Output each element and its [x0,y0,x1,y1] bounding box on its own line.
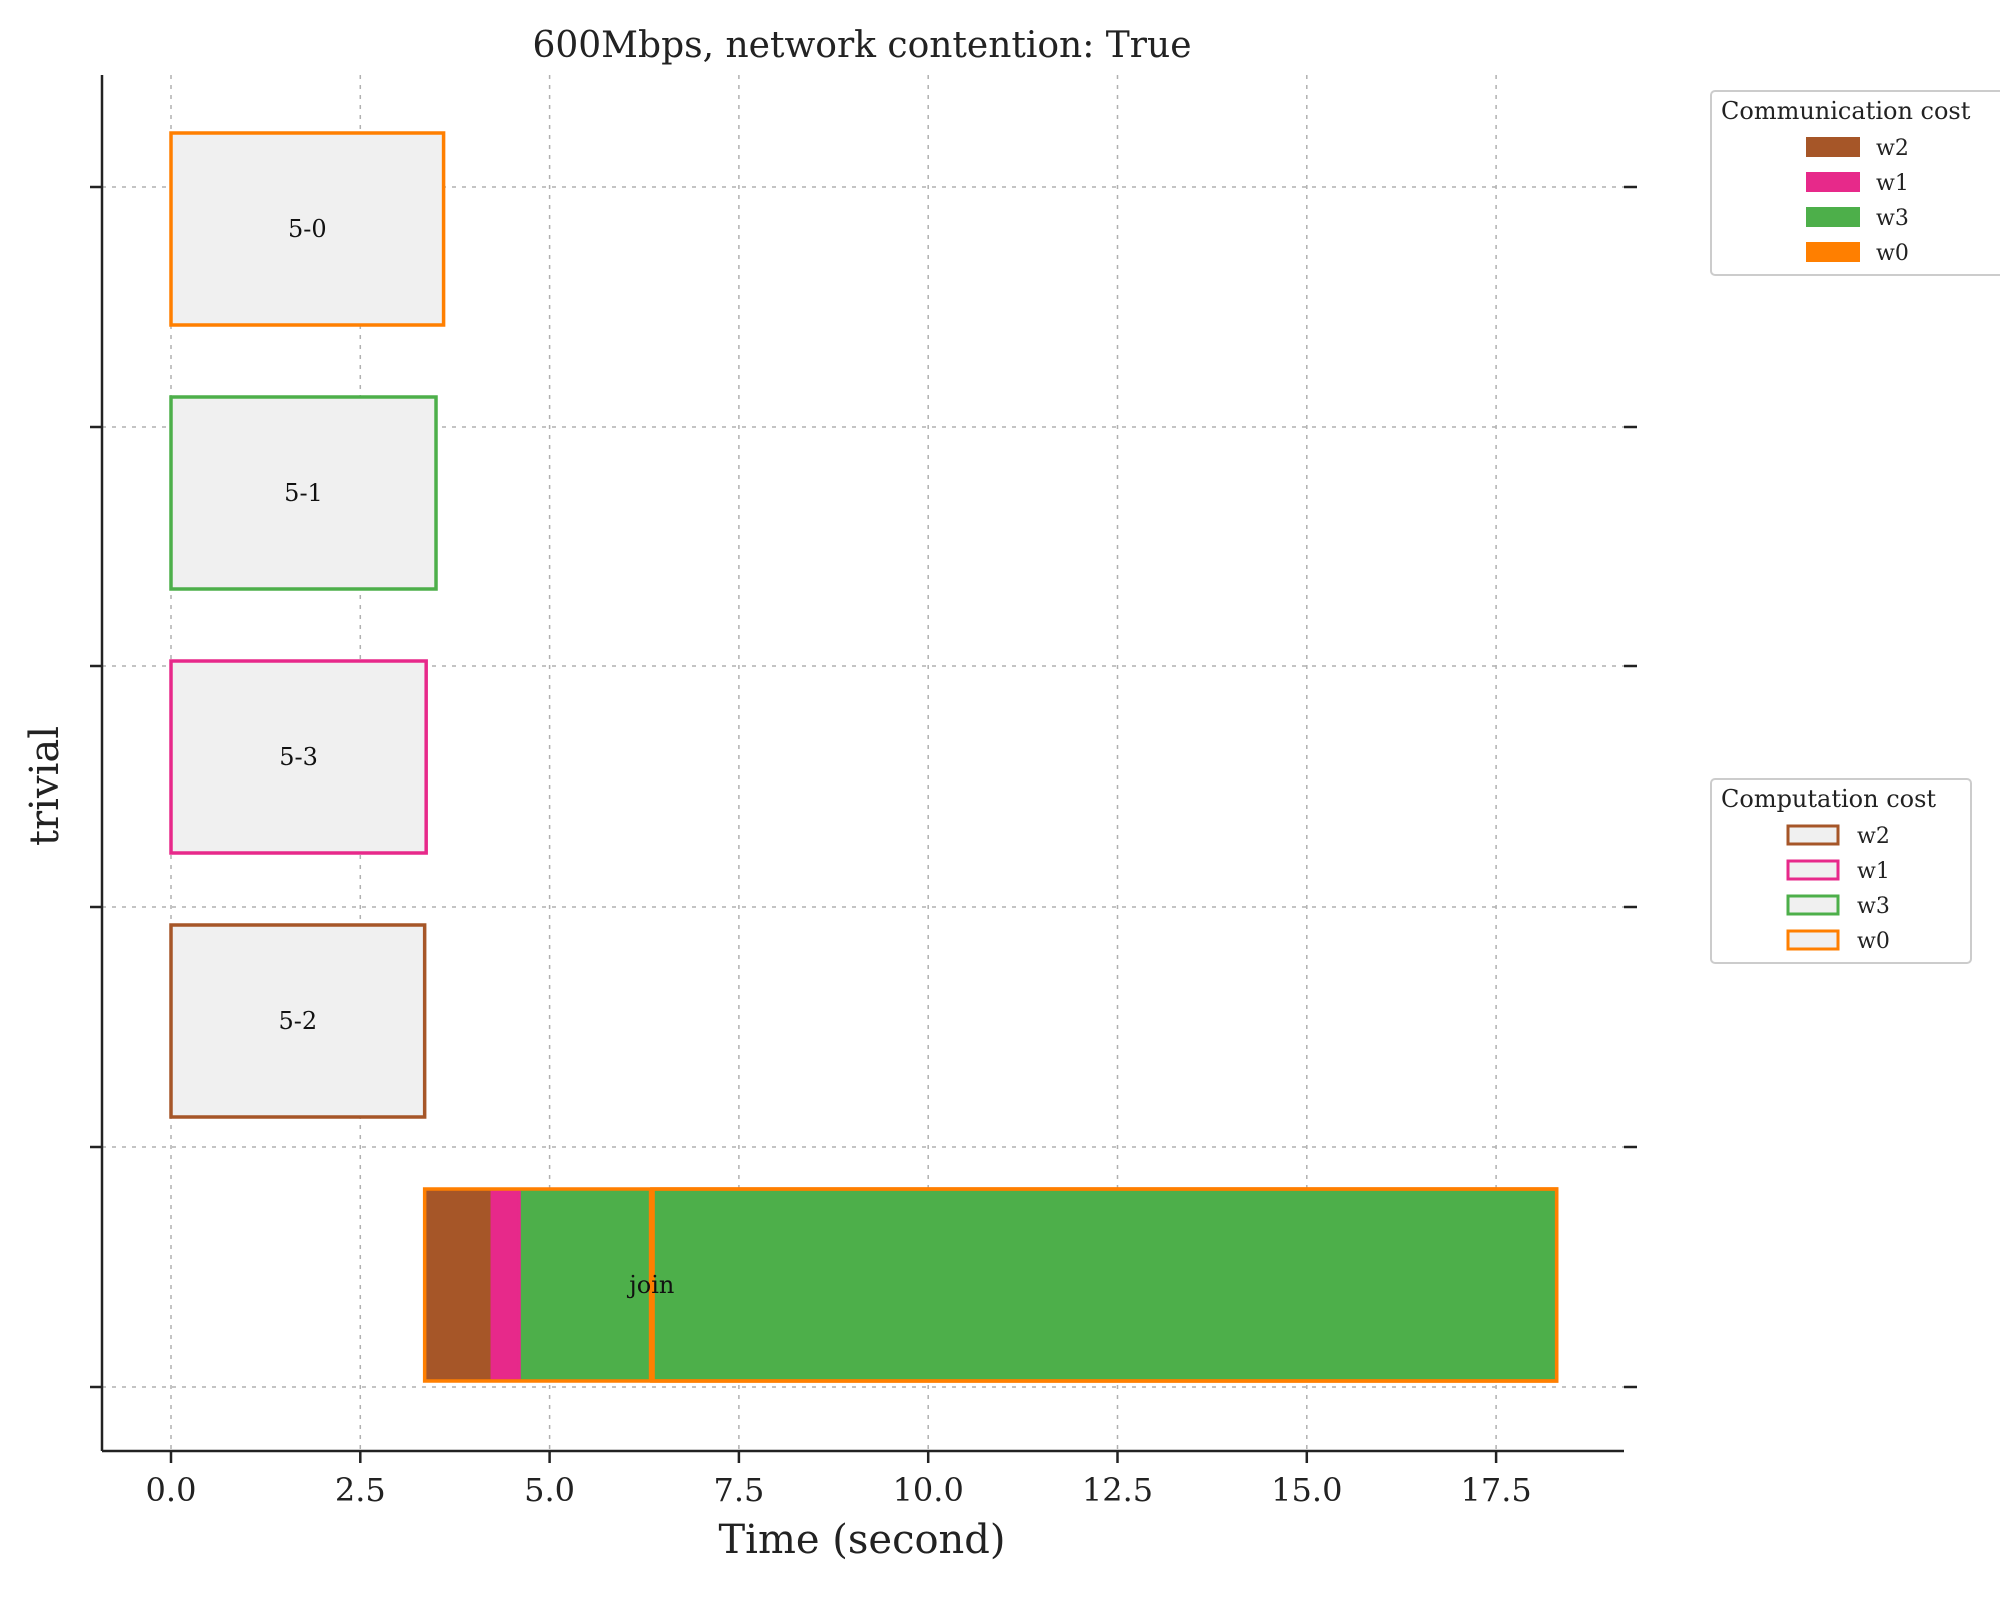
legend-swatch-w2 [1786,824,1840,846]
computation-segment-w0 [650,1187,1559,1383]
task-5-2: 5-2 [169,923,427,1119]
legend-label: w2 [1876,136,1909,161]
x-tick-label: 7.5 [713,1471,764,1509]
axes [90,75,1637,1453]
bar-label: 5-3 [279,743,318,771]
legend-label: w0 [1876,241,1909,266]
communication-segment-w1 [489,1189,520,1381]
legend-swatch-w3 [1806,207,1860,227]
legend-label: w0 [1857,929,1890,954]
bar-label: join [626,1271,674,1299]
task-5-0: 5-0 [169,131,446,327]
x-tick-label: 5.0 [524,1471,575,1509]
legend-swatch-w1 [1806,172,1860,192]
computation-segment-w3 [169,395,438,591]
bar-label: 5-2 [279,1007,318,1035]
legend-label: w2 [1857,824,1890,849]
legend-swatch-w3 [1786,894,1840,916]
legend-label: w1 [1876,171,1909,196]
x-tick-label: 0.0 [146,1471,197,1509]
x-tick-label: 2.5 [335,1471,386,1509]
computation-segment-w2 [169,923,427,1119]
x-tick-label: 10.0 [893,1471,964,1509]
legend-swatch-w2 [1806,137,1860,157]
bar-label: 5-0 [288,215,327,243]
task-join: join [422,1187,1559,1383]
communication-segment-w2 [424,1189,490,1381]
legend-label: w1 [1857,859,1890,884]
x-tick-labels: 0.0 2.5 5.0 7.5 10.0 12.5 15.0 17.5 [146,1451,1532,1509]
bar-label: 5-1 [284,479,323,507]
computation-segment-w1 [169,659,428,855]
computation-cost-legend: Computation cost w2 w1 w3 w0 [1710,778,1972,964]
legend-title: Computation cost [1721,785,1936,813]
chart-title: 600Mbps, network contention: True [532,25,1191,66]
x-tick-label: 17.5 [1460,1471,1531,1509]
x-tick-label: 12.5 [1082,1471,1153,1509]
task-outline [422,1187,1559,1383]
communication-cost-legend: Communication cost w2 w1 w3 w0 [1710,90,2000,276]
task-5-3: 5-3 [169,659,428,855]
legend-swatch-w0 [1806,242,1860,262]
legend-swatch-w0 [1786,929,1840,951]
task-5-1: 5-1 [169,395,438,591]
x-tick-label: 15.0 [1271,1471,1342,1509]
computation-segment-w0 [169,131,446,327]
legend-frame [1710,778,1972,964]
legend-label: w3 [1857,894,1890,919]
y-axis-label: trivial [22,726,68,846]
legend-swatch-w1 [1786,859,1840,881]
x-axis-label: Time (second) [718,1517,1005,1563]
legend-title: Communication cost [1721,97,1971,125]
legend-label: w3 [1876,206,1909,231]
communication-segment-w3 [519,1189,652,1381]
task-bars: 5-0 5-1 5-3 5-2 join [169,131,1559,1383]
